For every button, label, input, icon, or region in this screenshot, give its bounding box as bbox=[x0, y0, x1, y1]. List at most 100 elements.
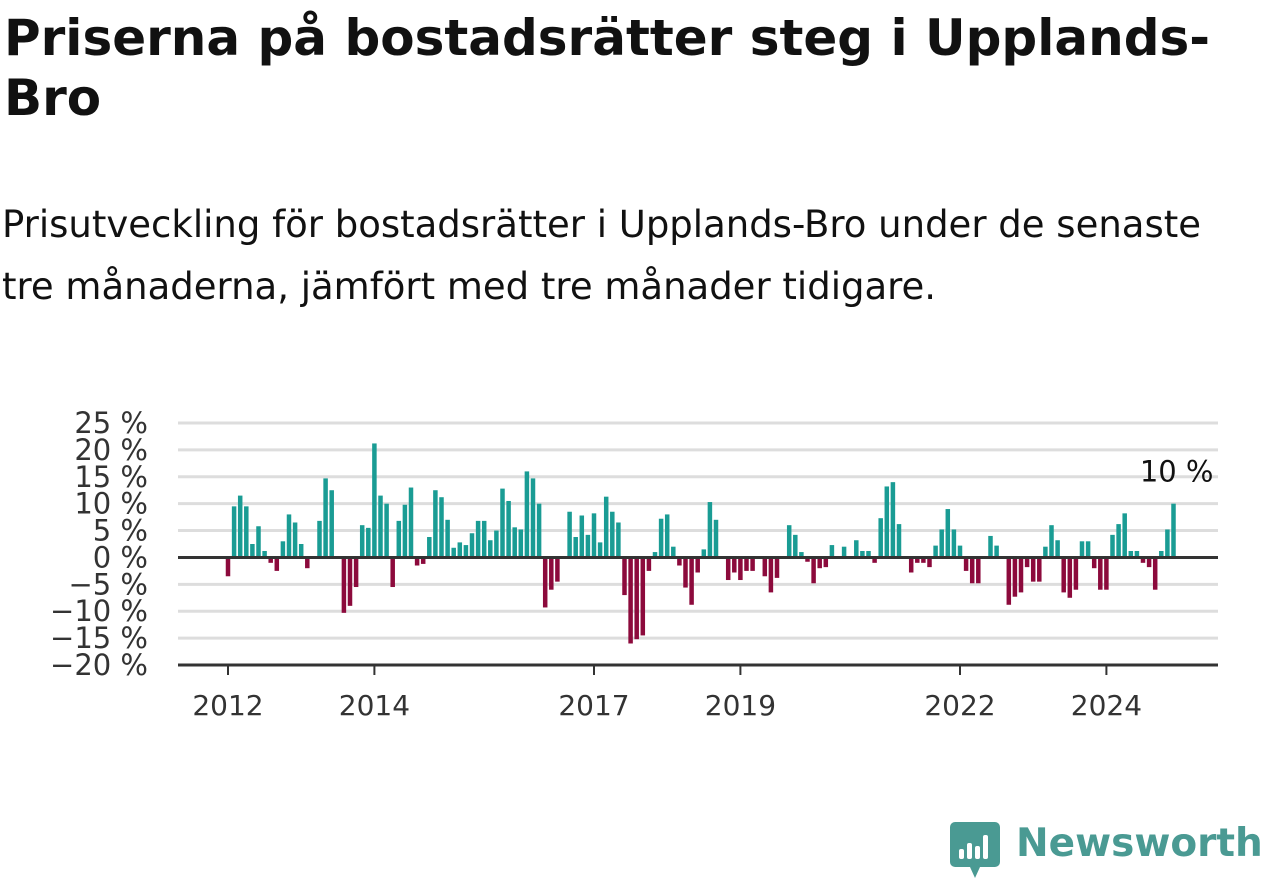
y-tick-label: −15 % bbox=[50, 621, 148, 655]
bar bbox=[1018, 557, 1024, 593]
bar bbox=[298, 544, 304, 558]
bar bbox=[1134, 550, 1140, 558]
bar bbox=[567, 511, 572, 558]
bar bbox=[1067, 557, 1073, 598]
y-tick-label: 20 % bbox=[74, 433, 148, 467]
bar bbox=[774, 557, 780, 578]
bar bbox=[841, 546, 847, 558]
bar bbox=[817, 557, 822, 569]
bar bbox=[939, 529, 944, 558]
bar bbox=[488, 540, 493, 558]
bar bbox=[353, 557, 359, 588]
y-axis-ticks: 25 %20 %15 %10 %5 %0 %−5 %−10 %−15 %−20 … bbox=[50, 406, 148, 682]
last-value-label: 10 % bbox=[1140, 455, 1214, 489]
x-tick-label: 2017 bbox=[558, 689, 629, 722]
bar bbox=[707, 502, 713, 558]
y-tick-label: −20 % bbox=[50, 648, 148, 682]
bar bbox=[1159, 550, 1164, 558]
y-tick-label: 10 % bbox=[74, 487, 148, 521]
bar bbox=[750, 557, 755, 571]
bar bbox=[878, 518, 883, 558]
bar bbox=[603, 496, 609, 558]
bar bbox=[1098, 557, 1103, 590]
bar bbox=[597, 542, 603, 558]
bar bbox=[1073, 557, 1079, 590]
bar bbox=[1006, 557, 1012, 605]
bar bbox=[811, 557, 816, 584]
bar bbox=[823, 557, 829, 568]
bar bbox=[341, 557, 347, 613]
bar bbox=[408, 487, 414, 558]
bar bbox=[732, 557, 737, 573]
bar bbox=[689, 557, 694, 605]
bar bbox=[329, 490, 334, 558]
y-tick-label: 15 % bbox=[74, 460, 148, 494]
bar bbox=[359, 525, 365, 558]
bar bbox=[786, 525, 792, 558]
bar bbox=[420, 557, 426, 564]
bar bbox=[402, 504, 408, 558]
bar bbox=[1110, 534, 1115, 558]
bar bbox=[616, 522, 621, 558]
bar bbox=[439, 497, 444, 558]
bar bbox=[549, 557, 554, 590]
bar bbox=[762, 557, 768, 577]
bar bbox=[921, 557, 926, 563]
bar bbox=[872, 557, 877, 563]
bar bbox=[1012, 557, 1018, 597]
bar bbox=[664, 514, 670, 558]
bar bbox=[610, 511, 615, 558]
bar bbox=[237, 495, 243, 558]
bar bbox=[524, 471, 530, 558]
bar bbox=[231, 506, 237, 558]
bar bbox=[933, 545, 938, 558]
bar bbox=[866, 550, 871, 558]
bar bbox=[713, 519, 719, 558]
bar bbox=[976, 557, 981, 584]
x-tick-label: 2019 bbox=[705, 689, 776, 722]
y-tick-label: −5 % bbox=[68, 567, 148, 601]
bar bbox=[1171, 503, 1176, 558]
bar bbox=[1165, 529, 1170, 558]
bar bbox=[555, 557, 560, 582]
bar bbox=[1128, 550, 1134, 558]
x-tick-label: 2014 bbox=[339, 689, 410, 722]
bar bbox=[884, 486, 890, 558]
bar bbox=[579, 515, 585, 558]
bar bbox=[262, 550, 267, 558]
bar bbox=[854, 540, 859, 558]
newsworthy-logo: Newsworthy bbox=[950, 818, 1262, 878]
bar bbox=[1152, 557, 1158, 590]
bar bbox=[536, 503, 542, 558]
bar bbox=[280, 541, 286, 558]
y-tick-label: 25 % bbox=[74, 406, 148, 440]
bar bbox=[799, 552, 804, 558]
bar bbox=[542, 557, 548, 608]
bar bbox=[671, 546, 676, 558]
bar bbox=[1037, 557, 1042, 582]
bar bbox=[738, 557, 743, 581]
bar bbox=[1061, 557, 1066, 593]
bar bbox=[445, 519, 450, 558]
bar bbox=[481, 520, 487, 558]
bar bbox=[274, 557, 280, 571]
bar bbox=[1140, 557, 1146, 563]
bar bbox=[323, 478, 328, 558]
chart-title: Priserna på bostadsrätter steg i Uppland… bbox=[4, 9, 1211, 127]
bar bbox=[305, 557, 310, 569]
bar bbox=[805, 557, 810, 562]
bar bbox=[286, 514, 292, 558]
bar bbox=[1122, 513, 1127, 558]
bar bbox=[506, 500, 511, 558]
chart-subtitle: Prisutveckling för bostadsrätter i Uppla… bbox=[2, 203, 1202, 308]
bar bbox=[646, 557, 652, 571]
bar bbox=[347, 557, 353, 606]
bar bbox=[256, 526, 261, 558]
bar bbox=[860, 550, 865, 558]
bar bbox=[244, 506, 249, 558]
bar bbox=[793, 534, 798, 558]
bar bbox=[372, 443, 377, 558]
bar bbox=[1146, 557, 1152, 568]
bar bbox=[427, 537, 432, 558]
x-tick-label: 2012 bbox=[192, 689, 263, 722]
